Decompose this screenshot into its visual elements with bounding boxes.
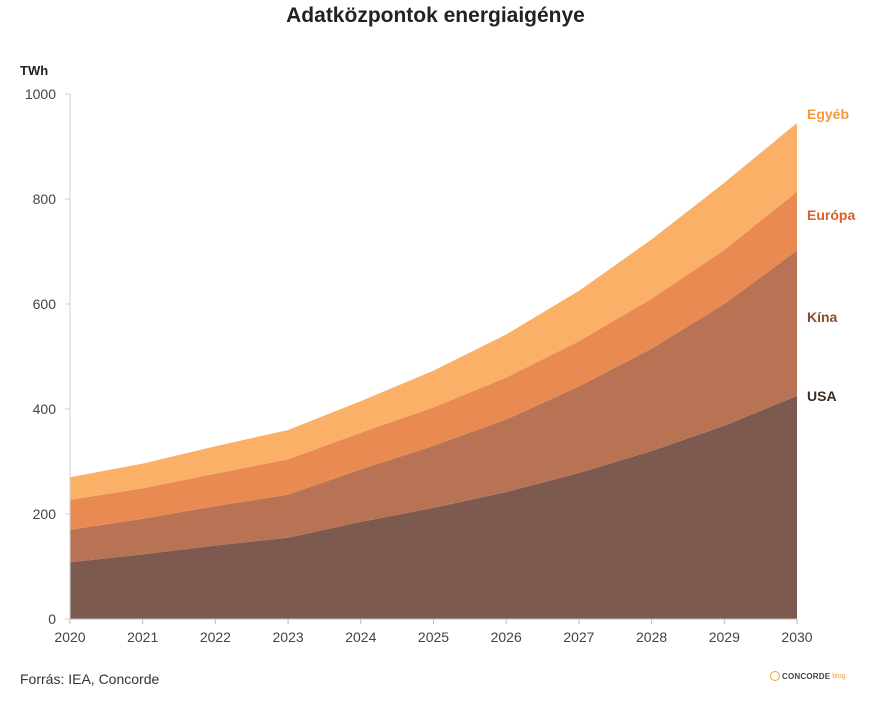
area-európa — [70, 191, 797, 530]
x-tick-label: 2028 — [636, 629, 667, 645]
x-tick-label: 2020 — [54, 629, 85, 645]
logo-brand: CONCORDE — [782, 671, 831, 681]
y-tick-label: 200 — [33, 506, 57, 522]
x-tick-label: 2026 — [491, 629, 522, 645]
source-note: Forrás: IEA, Concorde — [20, 671, 160, 687]
y-tick-label: 600 — [33, 296, 57, 312]
x-tick-label: 2024 — [345, 629, 376, 645]
series-label-egyéb: Egyéb — [807, 106, 849, 122]
area-kína — [70, 250, 797, 563]
x-tick-label: 2021 — [127, 629, 158, 645]
x-tick-label: 2029 — [709, 629, 740, 645]
concorde-logo-icon — [770, 671, 780, 681]
series-label-kína: Kína — [807, 309, 838, 325]
series-label-usa: USA — [807, 388, 837, 404]
y-tick-label: 0 — [48, 611, 56, 627]
y-tick-label: 800 — [33, 191, 57, 207]
area-usa — [70, 395, 797, 619]
x-tick-label: 2025 — [418, 629, 449, 645]
y-tick-label: 1000 — [25, 86, 56, 102]
y-axis-label: TWh — [20, 63, 48, 78]
concorde-logo: CONCORDE blog — [770, 671, 846, 681]
x-tick-label: 2023 — [273, 629, 304, 645]
series-label-európa: Európa — [807, 207, 855, 223]
x-tick-label: 2022 — [200, 629, 231, 645]
series-labels: USA Kína Európa Egyéb — [807, 106, 855, 404]
x-tick-label: 2027 — [563, 629, 594, 645]
logo-sub: blog — [832, 672, 846, 680]
x-tick-label: 2030 — [781, 629, 812, 645]
area-layers — [70, 122, 797, 619]
y-tick-label: 400 — [33, 401, 57, 417]
axes: 0 200 400 600 800 1000 2020 2021 2022 2023 2024 202… — [25, 86, 813, 645]
chart-title: Adatközpontok energiaigénye — [286, 4, 585, 27]
